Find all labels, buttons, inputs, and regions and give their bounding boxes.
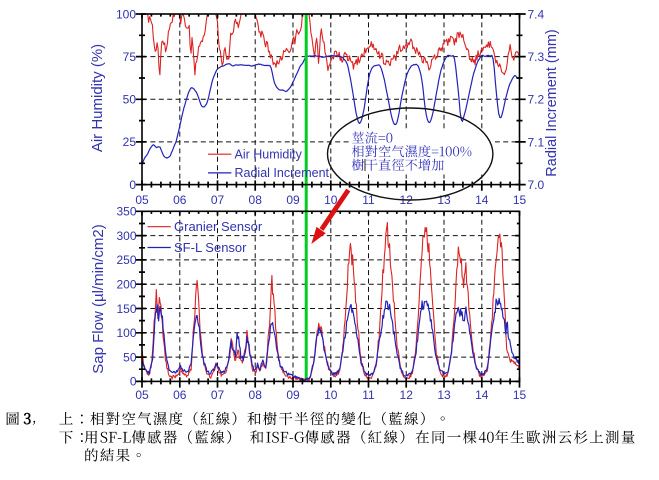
- svg-text:SF-L Sensor: SF-L Sensor: [174, 240, 247, 255]
- svg-text:05: 05: [135, 193, 149, 207]
- svg-text:07: 07: [211, 193, 225, 207]
- svg-text:0: 0: [129, 178, 136, 192]
- svg-text:7.4: 7.4: [528, 7, 545, 21]
- svg-text:Air Humidity (%): Air Humidity (%): [89, 44, 106, 152]
- svg-text:06: 06: [173, 193, 187, 207]
- svg-text:05: 05: [135, 388, 149, 402]
- svg-text:06: 06: [173, 388, 187, 402]
- svg-text:14: 14: [475, 193, 489, 207]
- svg-text:09: 09: [286, 388, 300, 402]
- svg-text:11: 11: [362, 193, 375, 207]
- svg-text:11: 11: [362, 388, 375, 402]
- svg-text:08: 08: [249, 388, 263, 402]
- svg-text:150: 150: [116, 302, 136, 316]
- svg-text:100: 100: [116, 7, 136, 21]
- svg-text:350: 350: [116, 205, 136, 219]
- svg-text:08: 08: [249, 193, 263, 207]
- svg-text:Radial Increment: Radial Increment: [235, 166, 330, 180]
- svg-text:50: 50: [123, 350, 137, 364]
- svg-text:Granier Sensor: Granier Sensor: [174, 219, 263, 234]
- svg-text:75: 75: [123, 50, 137, 64]
- svg-text:250: 250: [116, 253, 136, 267]
- svg-text:07: 07: [211, 388, 225, 402]
- svg-text:12: 12: [400, 388, 414, 402]
- svg-text:7.0: 7.0: [528, 178, 545, 192]
- svg-text:10: 10: [324, 193, 338, 207]
- svg-text:09: 09: [286, 193, 300, 207]
- svg-text:300: 300: [116, 229, 136, 243]
- svg-text:200: 200: [116, 278, 136, 292]
- svg-text:0: 0: [130, 375, 137, 389]
- svg-text:15: 15: [513, 193, 527, 207]
- svg-text:25: 25: [123, 135, 137, 149]
- svg-text:7.1: 7.1: [528, 135, 545, 149]
- svg-text:15: 15: [513, 388, 527, 402]
- svg-text:100: 100: [116, 326, 136, 340]
- svg-text:Radial Increment (mm): Radial Increment (mm): [544, 29, 560, 176]
- svg-text:50: 50: [123, 93, 137, 107]
- svg-text:13: 13: [437, 388, 451, 402]
- svg-text:Sap Flow (µl/min/cm2): Sap Flow (µl/min/cm2): [90, 224, 107, 374]
- svg-text:7.3: 7.3: [528, 50, 545, 64]
- svg-text:14: 14: [475, 388, 489, 402]
- svg-text:7.2: 7.2: [528, 93, 545, 107]
- svg-text:Air Humidity: Air Humidity: [235, 148, 303, 162]
- svg-text:10: 10: [324, 388, 338, 402]
